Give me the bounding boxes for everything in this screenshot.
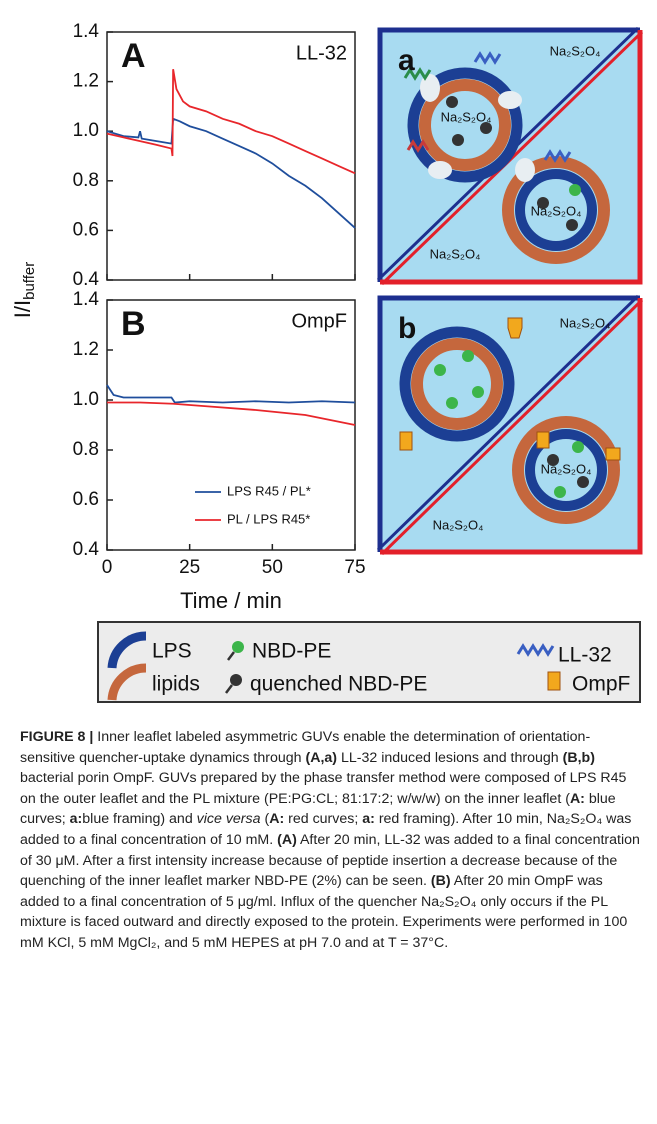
ompf	[400, 432, 412, 450]
diagram-text: Na₂S₂O₄	[531, 203, 582, 218]
x-tick-label: 50	[262, 557, 283, 578]
caption-part: vice versa	[197, 811, 261, 827]
y-tick-label: 0.8	[73, 439, 99, 460]
legend-text: quenched NBD-PE	[250, 673, 427, 696]
lesion	[420, 74, 440, 102]
quenched-probe	[446, 96, 458, 108]
probe	[472, 386, 484, 398]
y-tick-label: 1.0	[73, 120, 99, 141]
caption-part: a:	[362, 811, 375, 827]
ompf-icon	[548, 672, 560, 690]
lipid-layer	[417, 344, 497, 424]
probe-icon	[232, 641, 244, 653]
y-tick-label: 1.2	[73, 339, 99, 360]
ompf	[508, 318, 522, 338]
y-tick-label: 1.4	[73, 21, 100, 42]
y-tick-label: 0.6	[73, 219, 99, 240]
page: Na₂S₂O₄ Na₂S₂O₄ Na₂S₂O₄ Na₂S₂O₄ a	[0, 0, 657, 1124]
y-axis-label-sub: buffer	[21, 262, 38, 300]
caption-part: red curves;	[284, 811, 362, 827]
caption: FIGURE 8 | Inner leaflet labeled asymmet…	[20, 727, 640, 954]
panel-label: A	[121, 37, 146, 75]
y-tick-label: 1.2	[73, 71, 99, 92]
diagram-label: b	[398, 312, 416, 345]
legend-text: LL-32	[558, 644, 612, 667]
probe	[446, 397, 458, 409]
x-tick-label: 0	[102, 557, 113, 578]
probe	[554, 486, 566, 498]
caption-part: (	[261, 811, 270, 827]
panel-label: B	[121, 305, 146, 343]
y-axis-label: I/Ibuffer	[10, 262, 38, 318]
quenched-probe	[452, 134, 464, 146]
probe	[434, 364, 446, 376]
legend-text: LPS	[152, 640, 192, 663]
legend-label: LPS R45 / PL*	[227, 483, 311, 498]
figure: Na₂S₂O₄ Na₂S₂O₄ Na₂S₂O₄ Na₂S₂O₄ a	[0, 0, 657, 715]
symbol-legend: LPS NBD-PE LL-32 lipids quenched NBD-PE …	[98, 622, 640, 702]
quenched-icon	[230, 674, 242, 686]
x-tick-label: 25	[179, 557, 200, 578]
legend-label: PL / LPS R45*	[227, 511, 310, 526]
y-tick-label: 0.4	[73, 269, 100, 290]
caption-part: A:	[269, 811, 284, 827]
legend-text: lipids	[152, 673, 200, 696]
ompf	[537, 432, 549, 448]
y-tick-label: 1.4	[73, 289, 100, 310]
probe	[462, 350, 474, 362]
caption-part: bacterial porin OmpF. GUVs prepared by t…	[20, 770, 626, 807]
y-tick-label: 0.4	[73, 539, 100, 560]
probe	[569, 184, 581, 196]
diagram-text: Na₂S₂O₄	[560, 315, 611, 330]
legend-text: OmpF	[572, 673, 630, 696]
data-line	[107, 69, 355, 173]
diagram-a: Na₂S₂O₄ Na₂S₂O₄ Na₂S₂O₄ Na₂S₂O₄ a	[378, 28, 642, 284]
caption-part: (A,a)	[306, 750, 338, 766]
data-line	[107, 119, 355, 228]
caption-part: LL-32 induced lesions and through	[337, 750, 563, 766]
x-tick-label: 75	[344, 557, 365, 578]
lesion	[498, 91, 522, 109]
diagram-text: Na₂S₂O₄	[430, 246, 481, 261]
y-tick-label: 0.8	[73, 170, 99, 191]
quenched-probe	[566, 219, 578, 231]
caption-part: blue framing) and	[82, 811, 196, 827]
caption-part: A:	[570, 791, 585, 807]
diagram-text: Na₂S₂O₄	[550, 43, 601, 58]
y-axis-label-main: I/I	[10, 300, 35, 318]
caption-part: (B,b)	[563, 750, 595, 766]
lesion	[428, 161, 452, 179]
diagram-label: a	[398, 44, 415, 77]
condition-label: OmpF	[291, 310, 347, 332]
x-axis-label: Time / min	[180, 588, 282, 613]
ompf	[606, 448, 620, 460]
caption-part: FIGURE 8 |	[20, 729, 93, 745]
y-tick-label: 0.6	[73, 489, 99, 510]
caption-part: (B)	[431, 873, 451, 889]
diagram-text: Na₂S₂O₄	[433, 517, 484, 532]
diagram-b: Na₂S₂O₄ Na₂S₂O₄ Na₂S₂O₄ b	[378, 296, 642, 554]
lesion	[515, 158, 535, 182]
legend-text: NBD-PE	[252, 640, 331, 663]
quenched-probe	[577, 476, 589, 488]
data-line	[107, 385, 355, 403]
caption-part: (A)	[277, 832, 297, 848]
probe	[572, 441, 584, 453]
data-line	[107, 403, 355, 426]
y-tick-label: 1.0	[73, 389, 99, 410]
caption-part: a:	[70, 811, 83, 827]
condition-label: LL-32	[296, 42, 347, 64]
diagram-text: Na₂S₂O₄	[541, 461, 592, 476]
diagram-text: Na₂S₂O₄	[441, 109, 492, 124]
